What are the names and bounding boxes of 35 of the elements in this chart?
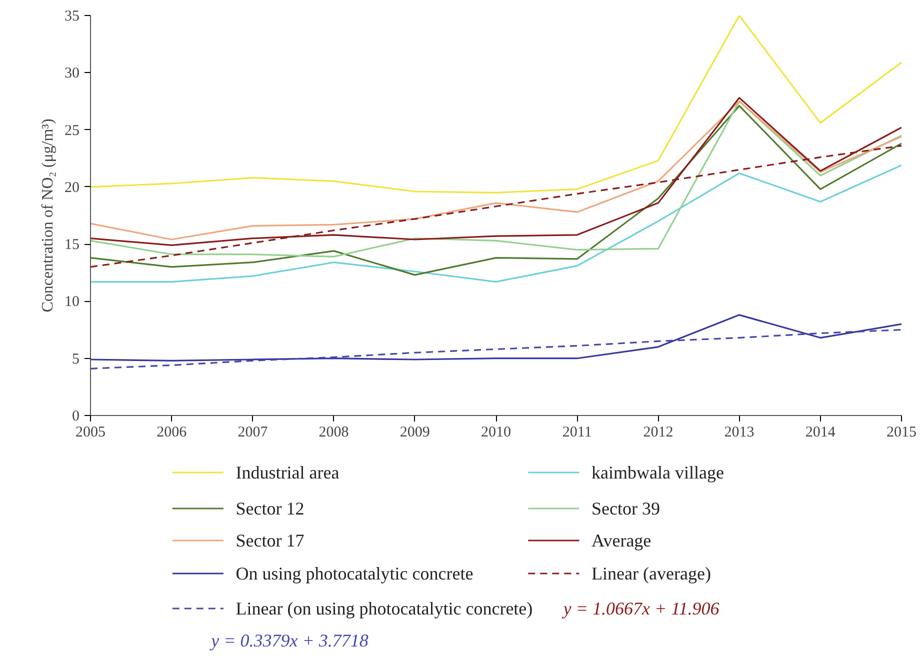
- y-tick-label: 35: [64, 8, 80, 24]
- text: y = 0.3379x + 3.7718: [209, 630, 368, 650]
- x-tick-label: 2012: [643, 424, 674, 440]
- line-series: [90, 16, 902, 194]
- legend-label: Sector 39: [592, 498, 660, 518]
- legend-label: Sector 17: [236, 530, 304, 550]
- legend-label: Industrial area: [236, 462, 340, 482]
- x-tick-label: 2015: [886, 424, 916, 440]
- x-tick-label: 2014: [805, 424, 836, 440]
- legend-label: Sector 12: [236, 498, 304, 518]
- x-tick-label: 2013: [724, 424, 754, 440]
- text: y = 1.0667x + 11.906: [561, 598, 720, 618]
- x-tick-label: 2008: [318, 424, 349, 440]
- line-series: [90, 328, 902, 370]
- legend-label: kaimbwala village: [592, 462, 724, 482]
- x-tick-label: 2005: [76, 424, 106, 440]
- y-tick-label: 15: [64, 237, 80, 254]
- y-tick-label: 10: [64, 294, 80, 310]
- y-tick-label: 25: [64, 122, 80, 139]
- y-tick-label: 20: [64, 180, 80, 196]
- x-tick-label: 2009: [400, 424, 430, 440]
- x-tick-label: 2011: [562, 424, 592, 440]
- y-tick-label: 30: [64, 66, 80, 82]
- y-tick-label: 0: [72, 408, 80, 424]
- legend-label: Linear (on using photocatalytic concrete): [236, 598, 533, 618]
- x-tick-label: 2007: [238, 424, 268, 440]
- x-tick-label: 2006: [156, 424, 188, 440]
- y-axis-title: Concentration of NO₂ (μg/m³): [40, 118, 56, 312]
- x-tick-label: 2010: [481, 424, 511, 440]
- legend-label: Linear (average): [592, 564, 711, 584]
- line-series: [90, 164, 902, 283]
- legend-label: Average: [592, 530, 652, 550]
- line-series: [90, 314, 902, 362]
- legend-label: On using photocatalytic concrete: [236, 564, 474, 584]
- y-tick-label: 5: [72, 351, 80, 368]
